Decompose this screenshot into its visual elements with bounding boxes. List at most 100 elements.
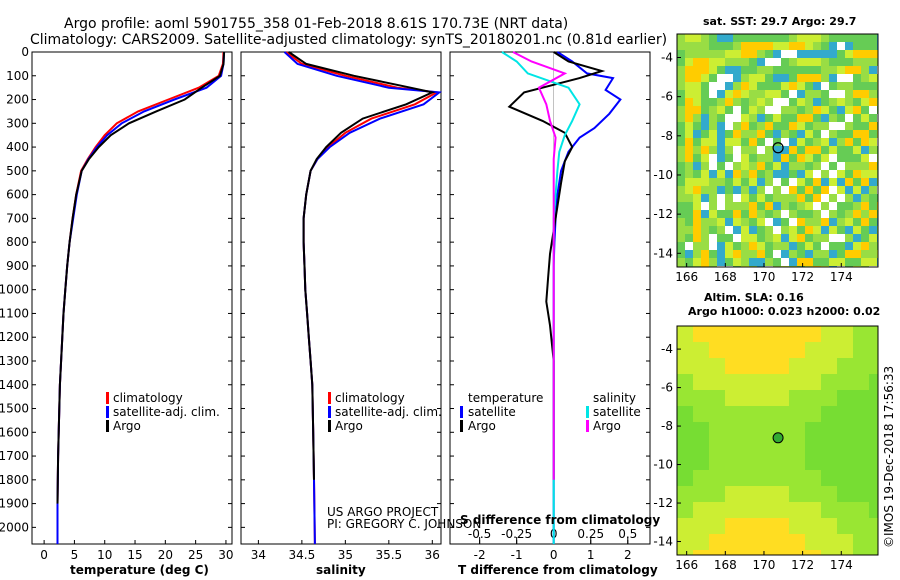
heatmap-cell [701,258,709,266]
heatmap-cell [733,258,741,266]
heatmap-cell [845,154,853,162]
heatmap-cell [725,50,733,58]
heatmap-cell [741,122,749,130]
heatmap-cell [821,226,829,234]
heatmap-cell [821,454,837,470]
heatmap-cell [717,42,725,50]
heatmap-cell [757,170,765,178]
heatmap-cell [733,34,741,42]
heatmap-cell [789,486,805,502]
heatmap-cell [869,518,878,534]
heatmap-cell [749,74,757,82]
heatmap-cell [853,106,861,114]
heatmap-cell [749,234,757,242]
heatmap-cell [741,374,757,390]
heatmap-cell [861,210,869,218]
heatmap-cell [757,194,765,202]
heatmap-cell [709,502,725,518]
heatmap-cell [853,154,861,162]
heatmap-cell [813,250,821,258]
heatmap-cell [821,138,829,146]
heatmap-cell [717,90,725,98]
heatmap-cell [741,422,757,438]
heatmap-cell [725,390,741,406]
heatmap-cell [757,130,765,138]
heatmap-cell [717,138,725,146]
heatmap-cell [709,210,717,218]
heatmap-cell [853,202,861,210]
heatmap-cell [789,326,805,342]
heatmap-cell [837,342,853,358]
heatmap-cell [685,98,693,106]
heatmap-cell [693,390,709,406]
heatmap-cell [677,226,685,234]
heatmap-cell [725,146,733,154]
heatmap-cell [685,210,693,218]
imos-stamp: ©IMOS 19-Dec-2018 17:56:33 [882,366,896,548]
heatmap-cell [789,122,797,130]
heatmap-cell [837,98,845,106]
heatmap-cell [845,74,853,82]
heatmap-cell [837,138,845,146]
heatmap-cell [789,358,805,374]
heatmap-cell [741,154,749,162]
depth-tick-label: 1200 [0,330,29,344]
heatmap-cell [741,194,749,202]
depth-tick-label: 1300 [0,354,29,368]
heatmap-cell [677,154,685,162]
heatmap-cell [717,242,725,250]
heatmap-cell [773,534,789,550]
heatmap-cell [717,50,725,58]
heatmap-cell [701,74,709,82]
heatmap-cell [709,258,717,266]
heatmap-cell [757,258,765,266]
heatmap-cell [725,90,733,98]
heatmap-cell [853,34,861,42]
heatmap-cell [725,122,733,130]
heatmap-cell [693,550,709,555]
heatmap-cell [741,90,749,98]
heatmap-cell [701,178,709,186]
legend-argo: Argo [113,419,141,433]
heatmap-cell [693,122,701,130]
heatmap-cell [685,242,693,250]
heatmap-cell [805,178,813,186]
heatmap-cell [685,66,693,74]
heatmap-cell [725,226,733,234]
heatmap-cell [861,34,869,42]
heatmap-cell [837,186,845,194]
heatmap-cell [733,146,741,154]
series-line-climatology [285,51,440,545]
heatmap-cell [765,130,773,138]
heatmap-cell [741,202,749,210]
heatmap-cell [677,326,693,342]
heatmap-cell [725,114,733,122]
heatmap-cell [805,138,813,146]
heatmap-cell [693,138,701,146]
heatmap-cell [773,178,781,186]
heatmap-cell [773,226,781,234]
heatmap-cell [869,82,877,90]
map-y-tick-label: -12 [653,207,673,221]
heatmap-cell [781,186,789,194]
map-x-tick-label: 168 [714,558,737,572]
heatmap-cell [741,438,757,454]
heatmap-cell [853,374,869,390]
heatmap-cell [797,210,805,218]
temperature-x-ticks: 0 5 10 15 20 25 30 [40,540,234,562]
heatmap-cell [853,178,861,186]
legend-argo: Argo [335,419,363,433]
heatmap-cell [765,162,773,170]
heatmap-cell [829,226,837,234]
heatmap-cell [861,234,869,242]
heatmap-cell [701,138,709,146]
heatmap-cell [765,66,773,74]
heatmap-cell [701,218,709,226]
heatmap-cell [837,210,845,218]
heatmap-cell [773,342,789,358]
heatmap-cell [781,90,789,98]
heatmap-cell [677,470,693,486]
heatmap-cell [685,170,693,178]
heatmap-cell [701,122,709,130]
heatmap-cell [701,210,709,218]
